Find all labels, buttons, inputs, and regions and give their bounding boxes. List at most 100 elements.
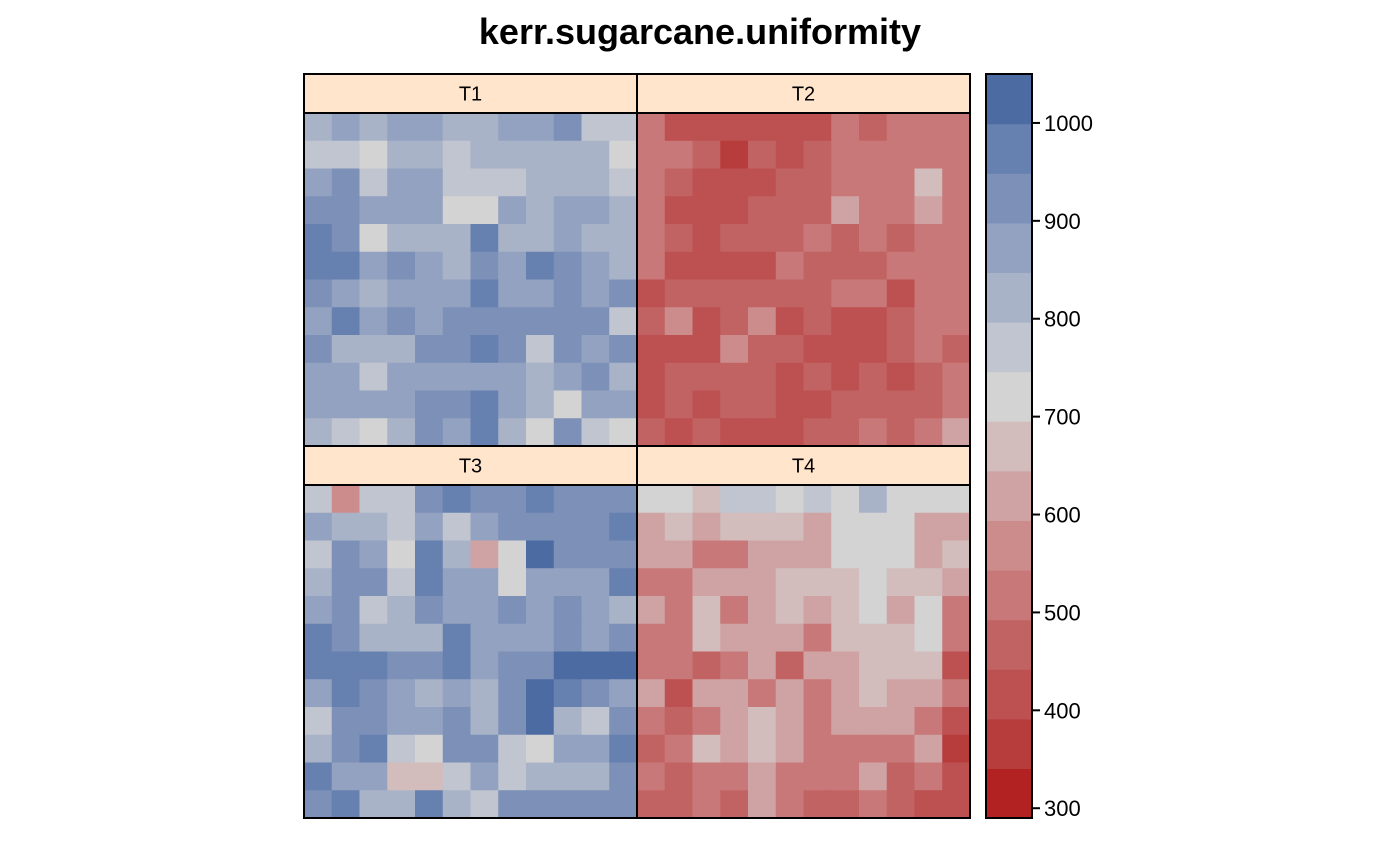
heatmap-cell <box>359 224 388 253</box>
heatmap-cell <box>498 390 527 419</box>
heatmap-cell <box>331 734 361 764</box>
heatmap-cell <box>442 679 472 708</box>
heatmap-cell <box>359 418 388 447</box>
heatmap-cell <box>859 734 888 764</box>
heatmap-cell <box>609 168 638 197</box>
panel-strip <box>303 73 638 114</box>
heatmap-cell <box>775 679 805 708</box>
heatmap-cell <box>775 651 805 680</box>
colorbar-segment <box>986 421 1032 472</box>
colorbar-tick-label: 900 <box>1044 209 1081 234</box>
heatmap-cell <box>581 762 610 791</box>
heatmap-cell <box>304 790 333 819</box>
heatmap-cell <box>304 540 333 569</box>
heatmap-cell <box>664 390 694 419</box>
heatmap-cell <box>831 362 860 392</box>
heatmap-cell <box>498 140 527 170</box>
heatmap-cell <box>831 224 860 253</box>
heatmap-cell <box>914 390 943 419</box>
colorbar-segment <box>986 619 1032 670</box>
heatmap-cell <box>886 390 916 419</box>
heatmap-cell <box>387 679 416 708</box>
heatmap-cell <box>387 512 416 542</box>
heatmap-cell <box>498 734 527 764</box>
heatmap-cell <box>387 168 416 197</box>
colorbar-segment <box>986 74 1032 125</box>
heatmap-cell <box>748 512 777 542</box>
heatmap-cell <box>942 790 971 819</box>
heatmap-cell <box>942 707 971 736</box>
heatmap-cell <box>942 734 971 764</box>
heatmap-cell <box>442 418 472 447</box>
heatmap-cell <box>914 335 943 364</box>
colorbar-tick-label: 500 <box>1044 600 1081 625</box>
colorbar-tick-label: 800 <box>1044 307 1081 332</box>
heatmap-cell <box>415 734 444 764</box>
heatmap-cell <box>942 251 971 281</box>
heatmap-cell <box>609 679 638 708</box>
heatmap-cell <box>526 762 555 791</box>
heatmap-cell <box>886 279 916 308</box>
heatmap-cell <box>692 362 721 392</box>
heatmap-cell <box>692 512 721 542</box>
heatmap-cell <box>553 623 583 653</box>
heatmap-cell <box>692 568 721 597</box>
heatmap-cell <box>442 512 472 542</box>
heatmap-cell <box>803 418 832 447</box>
heatmap-cell <box>415 224 444 253</box>
heatmap-cell <box>720 224 749 253</box>
heatmap-cell <box>859 113 888 142</box>
heatmap-cell <box>442 279 472 308</box>
heatmap-cell <box>859 335 888 364</box>
heatmap-cell <box>803 196 832 225</box>
chart-title: kerr.sugarcane.uniformity <box>479 11 921 52</box>
heatmap-cell <box>942 651 971 680</box>
heatmap-cell <box>748 679 777 708</box>
heatmap-cell <box>304 734 333 764</box>
colorbar-segment <box>986 470 1032 521</box>
heatmap-cell <box>359 623 388 653</box>
heatmap-cell <box>415 113 444 142</box>
heatmap-cell <box>609 362 638 392</box>
heatmap-cell <box>581 540 610 569</box>
heatmap-cell <box>720 596 749 625</box>
heatmap-cell <box>859 362 888 392</box>
heatmap-cell <box>498 568 527 597</box>
heatmap-cell <box>581 362 610 392</box>
heatmap-cell <box>831 568 860 597</box>
heatmap-cell <box>914 623 943 653</box>
heatmap-cell <box>664 168 694 197</box>
panel-t1: T1 <box>303 73 638 447</box>
heatmap-cell <box>581 734 610 764</box>
heatmap-cell <box>526 362 555 392</box>
heatmap-cell <box>886 734 916 764</box>
heatmap-cell <box>859 623 888 653</box>
heatmap-cell <box>387 224 416 253</box>
heatmap-cell <box>581 196 610 225</box>
heatmap-cell <box>914 140 943 170</box>
colorbar-segment <box>986 272 1032 323</box>
heatmap-cell <box>748 113 777 142</box>
heatmap-cell <box>692 707 721 736</box>
heatmap-cell <box>415 251 444 281</box>
heatmap-cell <box>692 679 721 708</box>
heatmap-cell <box>748 140 777 170</box>
heatmap-cell <box>914 251 943 281</box>
heatmap-cell <box>359 140 388 170</box>
panel-t4: T4 <box>636 445 971 819</box>
heatmap-cell <box>886 568 916 597</box>
heatmap-cell <box>914 762 943 791</box>
heatmap-cell <box>470 335 499 364</box>
panel-label: T3 <box>459 456 482 478</box>
heatmap-cell <box>526 540 555 569</box>
heatmap-cell <box>914 707 943 736</box>
heatmap-cell <box>775 540 805 569</box>
heatmap-cell <box>664 651 694 680</box>
heatmap-cell <box>442 651 472 680</box>
heatmap-cell <box>831 335 860 364</box>
heatmap-cell <box>803 140 832 170</box>
heatmap-cell <box>331 568 361 597</box>
heatmap-cell <box>803 707 832 736</box>
heatmap-cell <box>498 168 527 197</box>
heatmap-cell <box>359 485 388 514</box>
